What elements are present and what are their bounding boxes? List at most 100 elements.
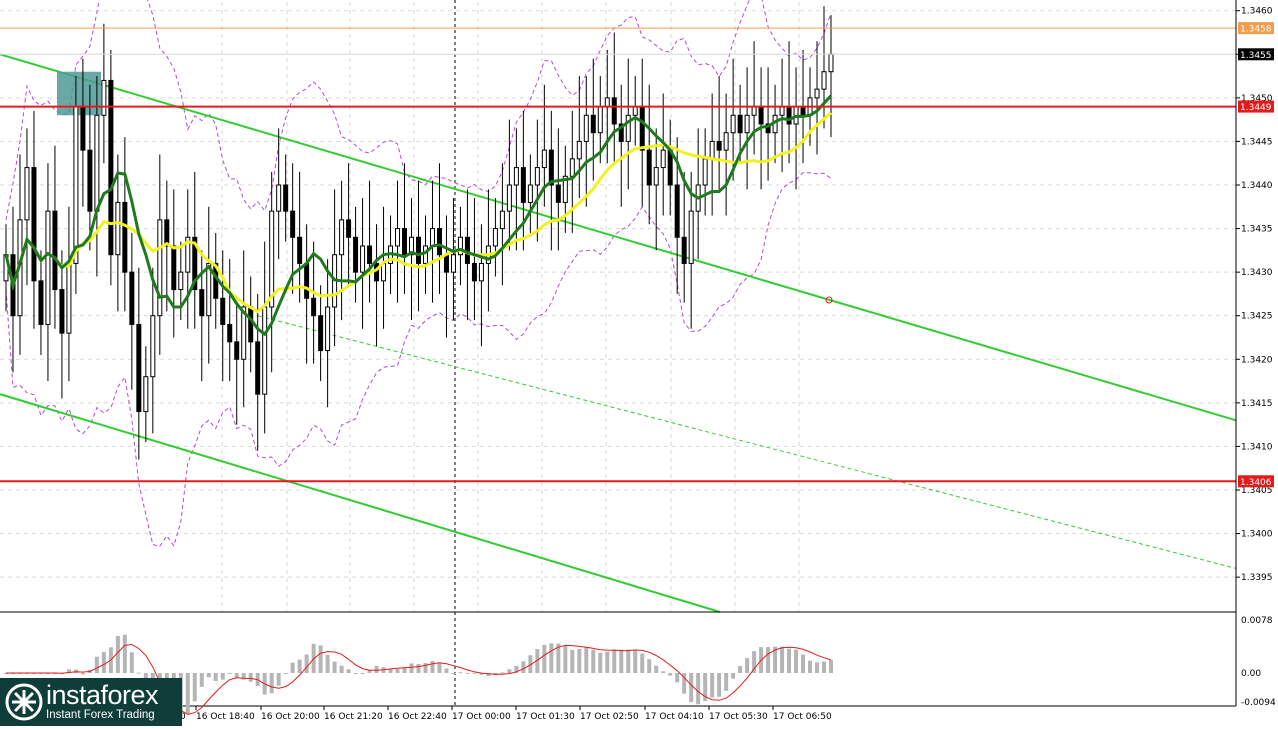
macd-signal-line — [6, 643, 832, 715]
candle-body — [339, 219, 345, 256]
level-badge-label: 1.3449 — [1240, 103, 1272, 113]
macd-bar — [752, 651, 757, 673]
candle-body — [814, 88, 820, 99]
macd-bar — [360, 672, 365, 674]
macd-tick-label: 0.00 — [1241, 669, 1261, 679]
macd-bar — [304, 654, 309, 673]
macd-bar — [654, 665, 659, 673]
price-tick-label: 1.3395 — [1241, 573, 1273, 583]
macd-bar — [367, 669, 372, 673]
candle-body — [422, 245, 428, 264]
time-label: 17 Oct 06:50 — [773, 712, 832, 722]
macd-bar — [633, 649, 638, 673]
macd-bar — [549, 643, 554, 673]
candle-body — [311, 297, 317, 317]
macd-bar — [598, 652, 603, 673]
candle-body — [192, 236, 198, 291]
candle-body — [290, 210, 296, 238]
macd-bar — [696, 673, 701, 705]
level-badge — [1238, 100, 1274, 113]
candle-body — [45, 210, 51, 325]
lower-band — [5, 172, 832, 548]
time-label: 16 Oct 20:00 — [261, 712, 320, 722]
candle-body — [73, 106, 79, 264]
candle-body — [786, 106, 792, 125]
candle-body — [409, 236, 415, 256]
candle-body — [562, 175, 568, 203]
candle-body — [716, 140, 722, 151]
candle-body — [730, 114, 736, 134]
macd-bar — [801, 654, 806, 673]
candle-body — [534, 167, 540, 186]
candle-body — [709, 140, 715, 160]
macd-bar — [206, 673, 211, 678]
candle-body — [325, 306, 331, 352]
level-badge — [1238, 475, 1274, 488]
time-label: 17 Oct 02:50 — [580, 712, 639, 722]
candle-body — [639, 106, 645, 151]
candle-body — [492, 228, 498, 247]
price-tick-label: 1.3440 — [1241, 181, 1273, 191]
candle-body — [101, 79, 107, 116]
macd-tick-label: -0.0094 — [1241, 698, 1276, 708]
time-label: 16 Oct 21:20 — [324, 712, 383, 722]
instaforex-logo: instaforex Instant Forex Trading — [0, 678, 182, 726]
macd-bar — [458, 672, 463, 674]
candle-body — [227, 323, 233, 343]
macd-bar — [220, 673, 225, 680]
price-tick-label: 1.3415 — [1241, 399, 1273, 409]
candle-body — [625, 114, 631, 142]
macd-bar — [451, 673, 456, 674]
trend-channel — [0, 53, 1237, 613]
candle-body — [660, 149, 666, 169]
candle-body — [234, 341, 240, 360]
candle-body — [318, 315, 324, 352]
macd-bar — [339, 665, 344, 673]
macd-bar — [346, 669, 351, 673]
macd-bar — [248, 673, 253, 682]
macd-bar — [444, 668, 449, 673]
macd-bar — [136, 672, 141, 674]
candle-body — [143, 376, 149, 413]
target-marker — [825, 296, 833, 304]
macd-bar — [66, 669, 71, 673]
candle-body — [108, 79, 114, 256]
macd-bar — [528, 655, 533, 673]
macd-bar — [318, 645, 323, 673]
candle-body — [597, 106, 603, 134]
candle-body — [548, 149, 554, 186]
price-tick-label: 1.3435 — [1241, 225, 1273, 235]
macd-bar — [822, 661, 827, 673]
candle-body — [157, 219, 163, 317]
candle-body — [80, 106, 86, 151]
macd-bar — [430, 661, 435, 673]
macd-bar — [472, 672, 477, 674]
candle-body — [178, 271, 184, 291]
price-tick-label: 1.3430 — [1241, 268, 1273, 278]
macd-bar — [738, 666, 743, 673]
candle-body — [471, 262, 477, 282]
macd-bar — [780, 646, 785, 673]
macd-bar — [185, 673, 190, 714]
candle-body — [185, 236, 191, 273]
macd-bar — [402, 667, 407, 673]
candle-body — [241, 306, 247, 360]
candle-body — [674, 184, 680, 238]
candle-body — [429, 228, 435, 247]
macd-bar — [787, 648, 792, 673]
level-lines — [0, 27, 1236, 483]
macd-bar — [570, 649, 575, 673]
macd-bar — [745, 658, 750, 673]
macd-bar — [521, 661, 526, 673]
macd-bar — [605, 651, 610, 673]
macd-bar — [626, 649, 631, 673]
candle-body — [737, 114, 743, 134]
candle-body — [31, 167, 37, 282]
candle-body — [443, 254, 449, 273]
candle-body — [513, 167, 519, 186]
channel-upper-line — [0, 53, 1237, 422]
macd-bar — [143, 673, 148, 682]
